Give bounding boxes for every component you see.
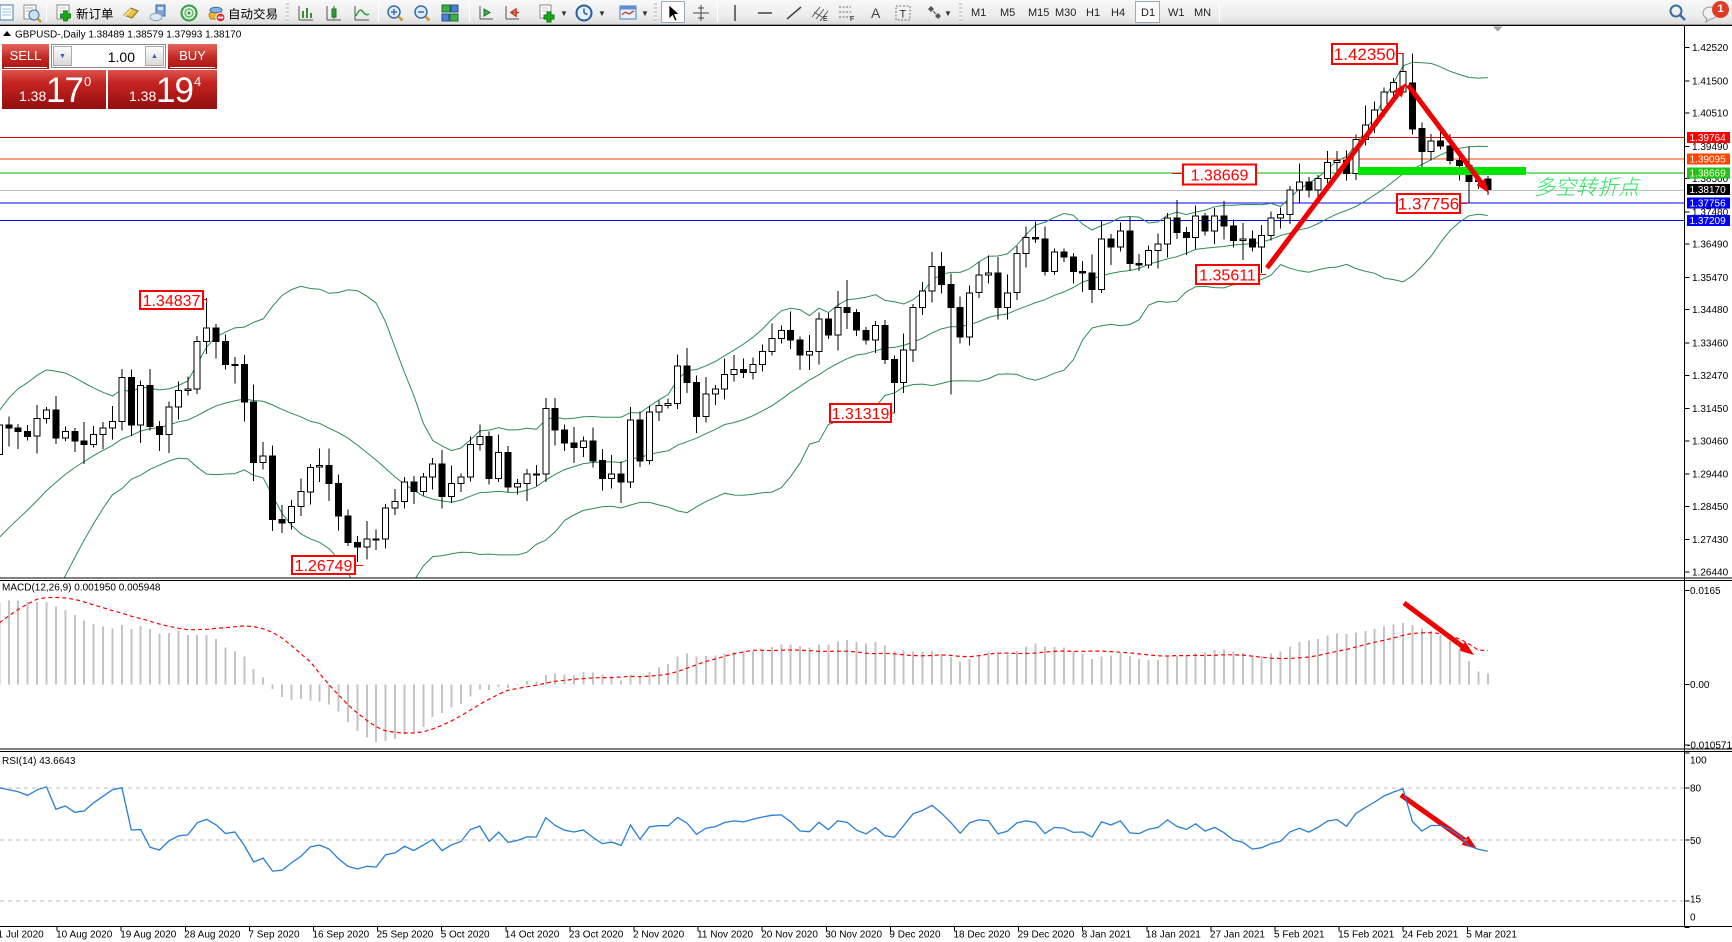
svg-text:MACD(12,26,9) 0.001950 0.00594: MACD(12,26,9) 0.001950 0.005948 — [2, 583, 161, 594]
svg-text:1.34837: 1.34837 — [143, 293, 201, 310]
svg-text:1.33460: 1.33460 — [1692, 339, 1729, 350]
svg-text:A: A — [871, 5, 881, 21]
svg-text:0.00: 0.00 — [1690, 680, 1710, 691]
svg-text:1.31319: 1.31319 — [832, 406, 890, 423]
svg-text:31 Jul 2020: 31 Jul 2020 — [0, 930, 44, 941]
svg-text:1.38669: 1.38669 — [1191, 167, 1249, 184]
svg-text:50: 50 — [1690, 836, 1702, 847]
svg-text:1.28450: 1.28450 — [1692, 502, 1729, 513]
svg-text:15 Feb 2021: 15 Feb 2021 — [1338, 930, 1395, 941]
svg-text:1.39490: 1.39490 — [1692, 142, 1729, 153]
svg-text:1.35611: 1.35611 — [1199, 267, 1256, 284]
svg-text:15: 15 — [1690, 895, 1702, 906]
svg-text:1.27430: 1.27430 — [1692, 535, 1729, 546]
svg-text:8 Jan 2021: 8 Jan 2021 — [1082, 930, 1132, 941]
svg-text:19 Aug 2020: 19 Aug 2020 — [120, 930, 177, 941]
svg-text:1.26749: 1.26749 — [295, 558, 353, 575]
svg-text:1.36490: 1.36490 — [1692, 240, 1729, 251]
svg-text:1.32470: 1.32470 — [1692, 371, 1729, 382]
svg-text:1.37756: 1.37756 — [1690, 198, 1727, 209]
svg-text:5 Mar 2021: 5 Mar 2021 — [1466, 930, 1517, 941]
svg-text:2 Nov 2020: 2 Nov 2020 — [633, 930, 685, 941]
svg-text:1.37480: 1.37480 — [1692, 207, 1729, 218]
svg-text:0: 0 — [1690, 913, 1696, 924]
svg-text:18 Jan 2021: 18 Jan 2021 — [1146, 930, 1201, 941]
svg-text:20 Nov 2020: 20 Nov 2020 — [761, 930, 818, 941]
svg-text:100: 100 — [1690, 756, 1707, 767]
svg-text:1.29440: 1.29440 — [1692, 470, 1729, 481]
svg-text:29 Dec 2020: 29 Dec 2020 — [1018, 930, 1075, 941]
svg-text:1.37209: 1.37209 — [1690, 216, 1727, 227]
svg-text:E: E — [823, 16, 828, 23]
svg-text:1.39764: 1.39764 — [1690, 133, 1727, 144]
svg-text:1.26440: 1.26440 — [1692, 568, 1729, 579]
svg-text:28 Aug 2020: 28 Aug 2020 — [184, 930, 241, 941]
svg-text:1.35470: 1.35470 — [1692, 273, 1729, 284]
svg-text:16 Sep 2020: 16 Sep 2020 — [313, 930, 370, 941]
svg-text:1.31450: 1.31450 — [1692, 404, 1729, 415]
svg-text:25 Sep 2020: 25 Sep 2020 — [377, 930, 434, 941]
svg-text:11 Nov 2020: 11 Nov 2020 — [697, 930, 753, 941]
svg-text:5 Oct 2020: 5 Oct 2020 — [441, 930, 490, 941]
svg-text:T: T — [900, 9, 907, 21]
svg-text:9 Dec 2020: 9 Dec 2020 — [889, 930, 941, 941]
svg-text:80: 80 — [1690, 784, 1702, 795]
svg-text:18 Dec 2020: 18 Dec 2020 — [954, 930, 1011, 941]
svg-text:-0.010571: -0.010571 — [1687, 740, 1732, 751]
svg-text:5 Feb 2021: 5 Feb 2021 — [1274, 930, 1325, 941]
svg-text:1.40510: 1.40510 — [1692, 109, 1729, 120]
svg-text:10 Aug 2020: 10 Aug 2020 — [56, 930, 113, 941]
svg-text:24 Feb 2021: 24 Feb 2021 — [1402, 930, 1459, 941]
svg-text:7 Sep 2020: 7 Sep 2020 — [248, 930, 300, 941]
svg-text:F: F — [850, 16, 854, 23]
svg-text:1.38170: 1.38170 — [1690, 185, 1727, 196]
svg-text:1.39095: 1.39095 — [1690, 155, 1727, 166]
svg-text:RSI(14) 43.6643: RSI(14) 43.6643 — [2, 756, 76, 767]
svg-text:0.0165: 0.0165 — [1690, 586, 1721, 597]
svg-text:23 Oct 2020: 23 Oct 2020 — [569, 930, 624, 941]
svg-text:1.38669: 1.38669 — [1690, 169, 1727, 180]
svg-text:30 Nov 2020: 30 Nov 2020 — [825, 930, 882, 941]
svg-text:1.42520: 1.42520 — [1692, 43, 1729, 54]
svg-text:1.37756: 1.37756 — [1398, 195, 1459, 214]
svg-text:1.42350: 1.42350 — [1334, 45, 1395, 64]
svg-text:1.34480: 1.34480 — [1692, 305, 1729, 316]
svg-text:1.38500: 1.38500 — [1692, 174, 1729, 185]
svg-text:1.30460: 1.30460 — [1692, 436, 1729, 447]
svg-text:1.41500: 1.41500 — [1692, 76, 1729, 87]
svg-text:27 Jan 2021: 27 Jan 2021 — [1210, 930, 1265, 941]
svg-text:GBPUSD-,Daily 1.38489 1.38579: GBPUSD-,Daily 1.38489 1.38579 1.37993 1.… — [15, 30, 242, 41]
svg-text:14 Oct 2020: 14 Oct 2020 — [505, 930, 560, 941]
